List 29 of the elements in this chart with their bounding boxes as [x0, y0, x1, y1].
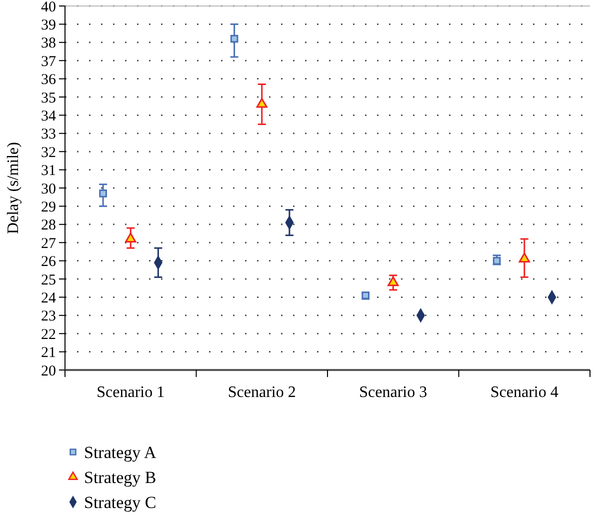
legend-label: Strategy B [84, 468, 156, 487]
y-tick-label: 23 [41, 308, 56, 325]
x-tick-label: Scenario 3 [359, 384, 428, 401]
y-tick-label: 34 [41, 108, 56, 124]
y-tick-label: 28 [41, 218, 56, 234]
y-tick-label: 36 [41, 72, 56, 88]
y-tick-label: 30 [41, 181, 56, 198]
y-tick-label: 40 [41, 0, 56, 16]
y-tick-label: 26 [41, 254, 56, 270]
y-tick-label: 21 [41, 345, 56, 362]
x-tick-label: Scenario 2 [228, 384, 296, 401]
y-tick-label: 25 [41, 272, 56, 288]
y-tick-label: 32 [41, 144, 56, 161]
y-tick-label: 24 [41, 290, 56, 306]
x-tick-label: Scenario 4 [490, 384, 558, 401]
y-tick-label: 38 [41, 36, 56, 52]
y-tick-label: 27 [41, 236, 56, 252]
y-tick-label: 31 [41, 163, 56, 180]
y-tick-label: 20 [41, 363, 56, 380]
x-tick-label: Scenario 1 [96, 384, 165, 401]
y-tick-label: 39 [41, 17, 56, 34]
y-tick-label: 22 [41, 326, 56, 343]
legend-label: Strategy C [84, 492, 156, 512]
y-axis-title: Delay (s/mile) [5, 142, 22, 234]
y-tick-label: 33 [41, 126, 56, 143]
legend-label: Strategy A [84, 442, 157, 462]
y-tick-label: 37 [41, 54, 56, 70]
y-tick-label: 35 [41, 90, 56, 106]
y-tick-label: 29 [41, 199, 56, 216]
